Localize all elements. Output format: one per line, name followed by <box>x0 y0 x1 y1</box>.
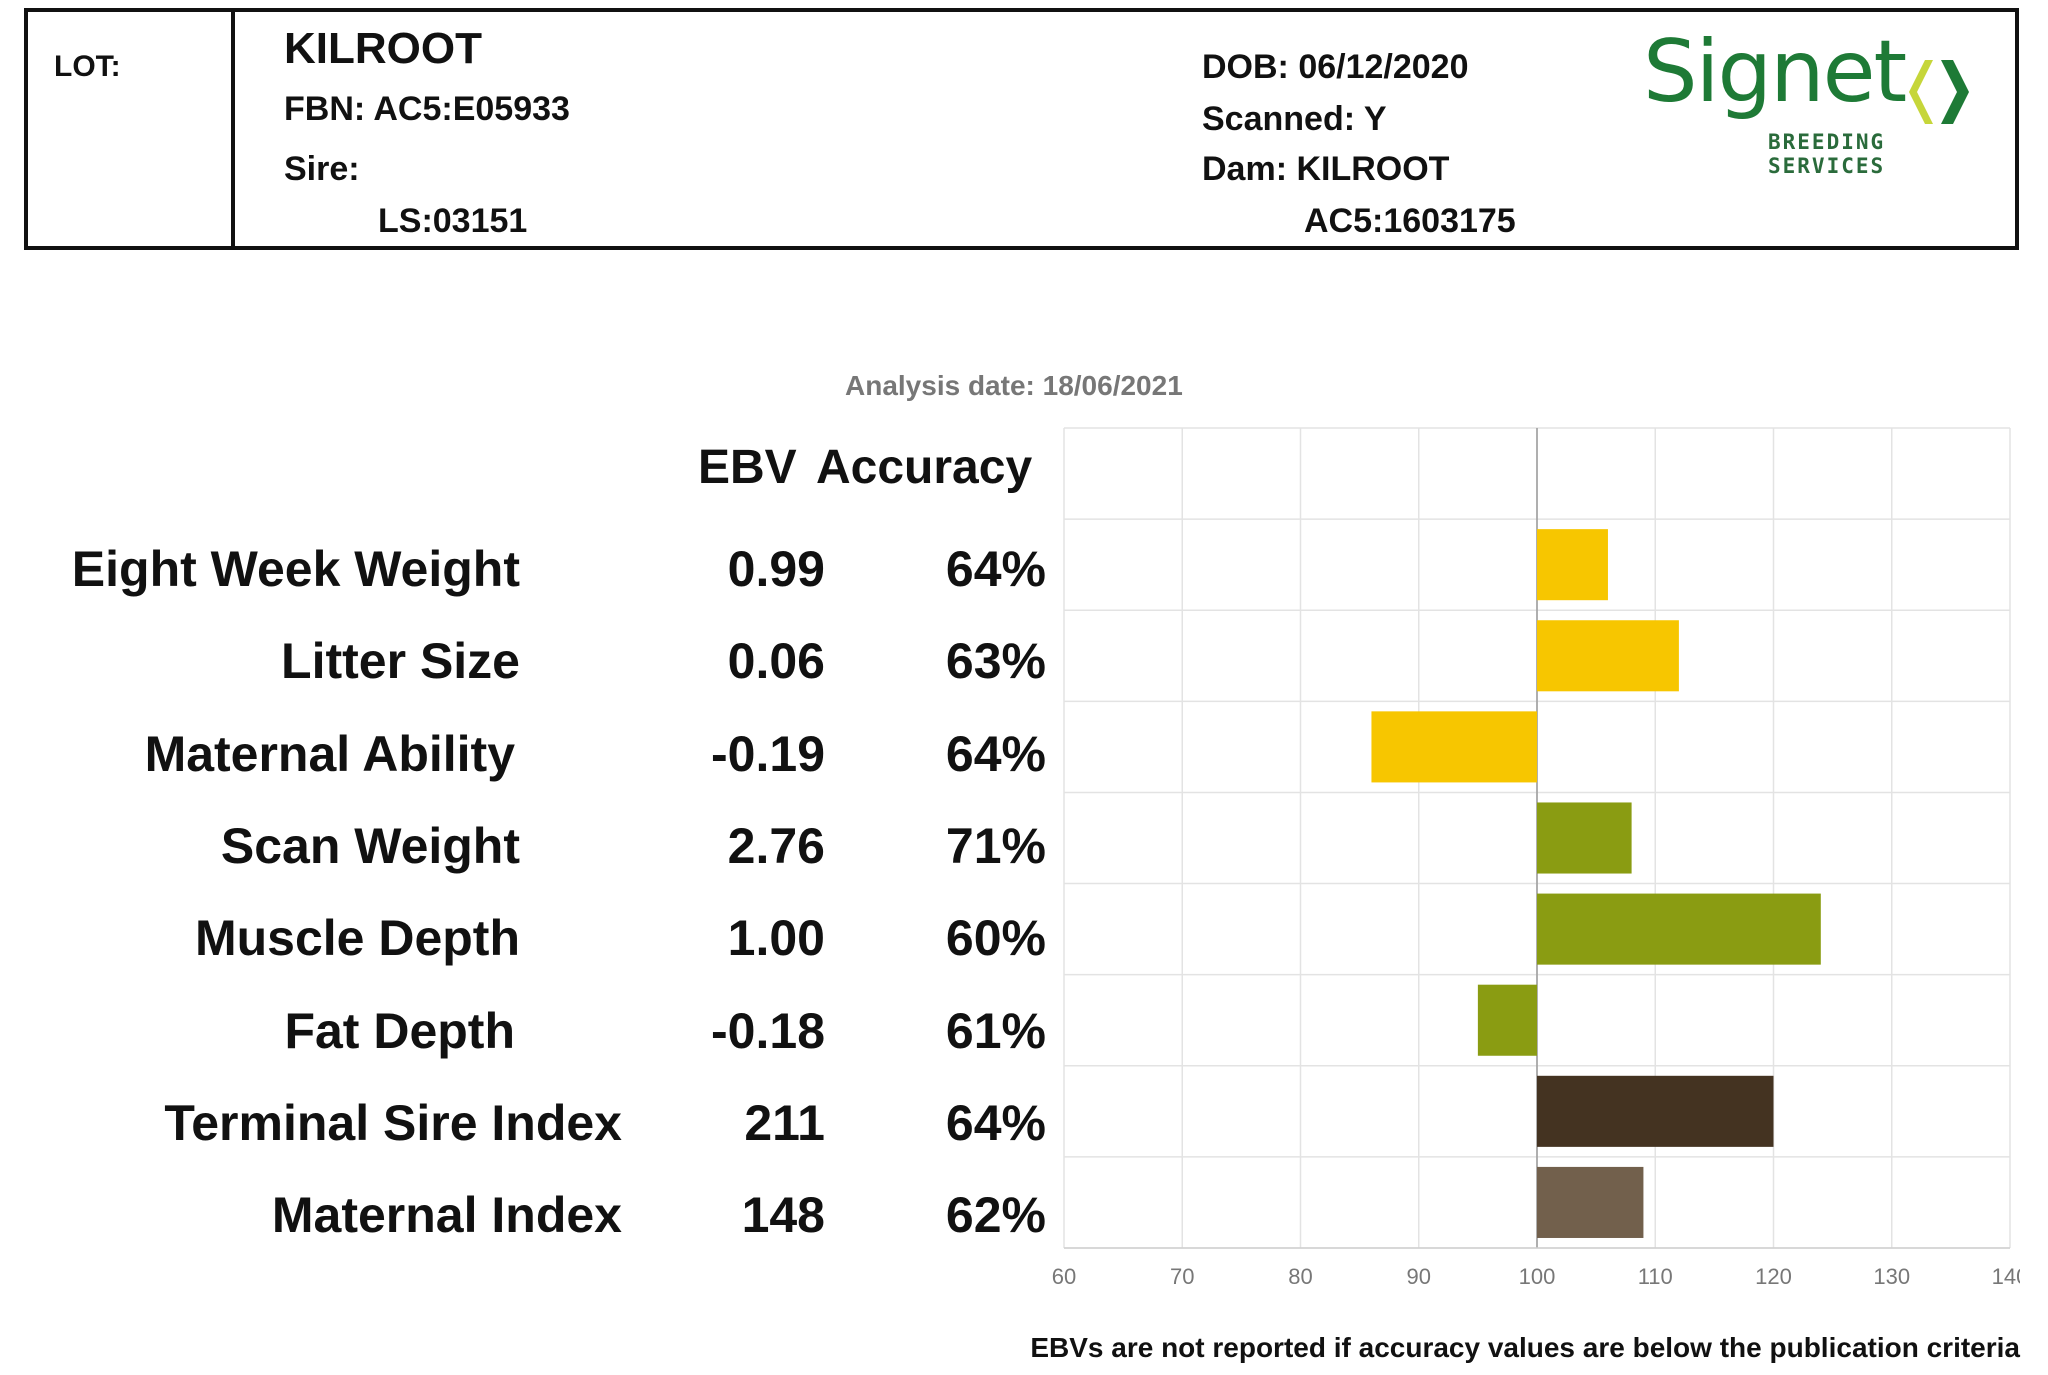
bar <box>1537 802 1632 874</box>
ebv-column-header: EBV <box>698 441 797 494</box>
bar <box>1537 1166 1644 1238</box>
analysis-date: Analysis date: 18/06/2021 <box>845 370 1183 401</box>
date-of-birth: DOB: 06/12/2020 <box>1202 48 1469 86</box>
accuracy-value: 62% <box>945 1187 1046 1244</box>
accuracy-value: 71% <box>945 817 1046 874</box>
dam-name: Dam: KILROOT <box>1202 150 1450 188</box>
sire-label: Sire: <box>284 150 360 188</box>
trait-label: Maternal Ability <box>144 725 515 782</box>
signet-logo: Signet BREEDING SERVICES <box>1643 22 2003 178</box>
chevron-logo-icon <box>1909 60 1969 124</box>
accuracy-value: 64% <box>945 541 1046 597</box>
bar <box>1537 1075 1774 1147</box>
sire-id: LS:03151 <box>378 202 528 240</box>
ebv-value: 0.06 <box>727 633 825 690</box>
logo-subtitle: BREEDING SERVICES <box>1768 130 1886 178</box>
trait-label: Litter Size <box>281 633 520 690</box>
accuracy-value: 60% <box>945 910 1046 967</box>
ebv-value: -0.18 <box>711 1002 825 1059</box>
ebv-value: 1.00 <box>727 910 825 967</box>
ebv-value: 2.76 <box>727 817 825 874</box>
bar <box>1537 529 1608 601</box>
ebv-index-chart: 60 70 80 90 100 110 120 130 140 <box>1052 427 2020 1289</box>
x-tick-label: 80 <box>1288 1264 1312 1289</box>
accuracy-value: 64% <box>945 725 1046 782</box>
x-tick-label: 130 <box>1873 1264 1910 1289</box>
ebv-value: -0.19 <box>711 725 825 782</box>
trait-label: Scan Weight <box>220 817 520 874</box>
scanned-status: Scanned: Y <box>1202 100 1387 138</box>
ebv-value: 148 <box>741 1187 825 1244</box>
bar <box>1537 620 1679 692</box>
header-divider <box>231 12 235 246</box>
ebv-value: 211 <box>744 1094 825 1151</box>
logo-wordmark: Signet <box>1643 22 1907 122</box>
publication-footnote: EBVs are not reported if accuracy values… <box>1030 1332 2020 1363</box>
bar <box>1477 984 1537 1056</box>
animal-name: KILROOT <box>284 24 482 73</box>
bar <box>1371 711 1537 783</box>
x-tick-label: 90 <box>1407 1264 1431 1289</box>
trait-label: Maternal Index <box>271 1187 622 1244</box>
x-tick-label: 120 <box>1755 1264 1792 1289</box>
accuracy-value: 61% <box>945 1002 1046 1059</box>
bar <box>1537 893 1821 965</box>
trait-label: Fat Depth <box>284 1002 515 1059</box>
trait-label: Eight Week Weight <box>71 541 520 597</box>
accuracy-value: 63% <box>945 633 1046 690</box>
accuracy-value: 64% <box>945 1094 1046 1151</box>
x-tick-label: 110 <box>1638 1264 1673 1289</box>
trait-label: Terminal Sire Index <box>164 1094 622 1151</box>
x-tick-label: 60 <box>1052 1264 1076 1289</box>
accuracy-column-header: Accuracy <box>816 441 1033 494</box>
trait-label: Muscle Depth <box>194 910 520 967</box>
x-tick-label: 70 <box>1170 1264 1194 1289</box>
fbn-id: FBN: AC5:E05933 <box>284 90 570 128</box>
ebv-value: 0.99 <box>727 541 825 597</box>
animal-header: LOT: KILROOT FBN: AC5:E05933 Sire: LS:03… <box>24 8 2019 250</box>
lot-label: LOT: <box>54 50 121 83</box>
x-tick-label: 140 <box>1992 1264 2020 1289</box>
x-tick-label: 100 <box>1519 1264 1556 1289</box>
dam-id: AC5:1603175 <box>1304 202 1516 240</box>
